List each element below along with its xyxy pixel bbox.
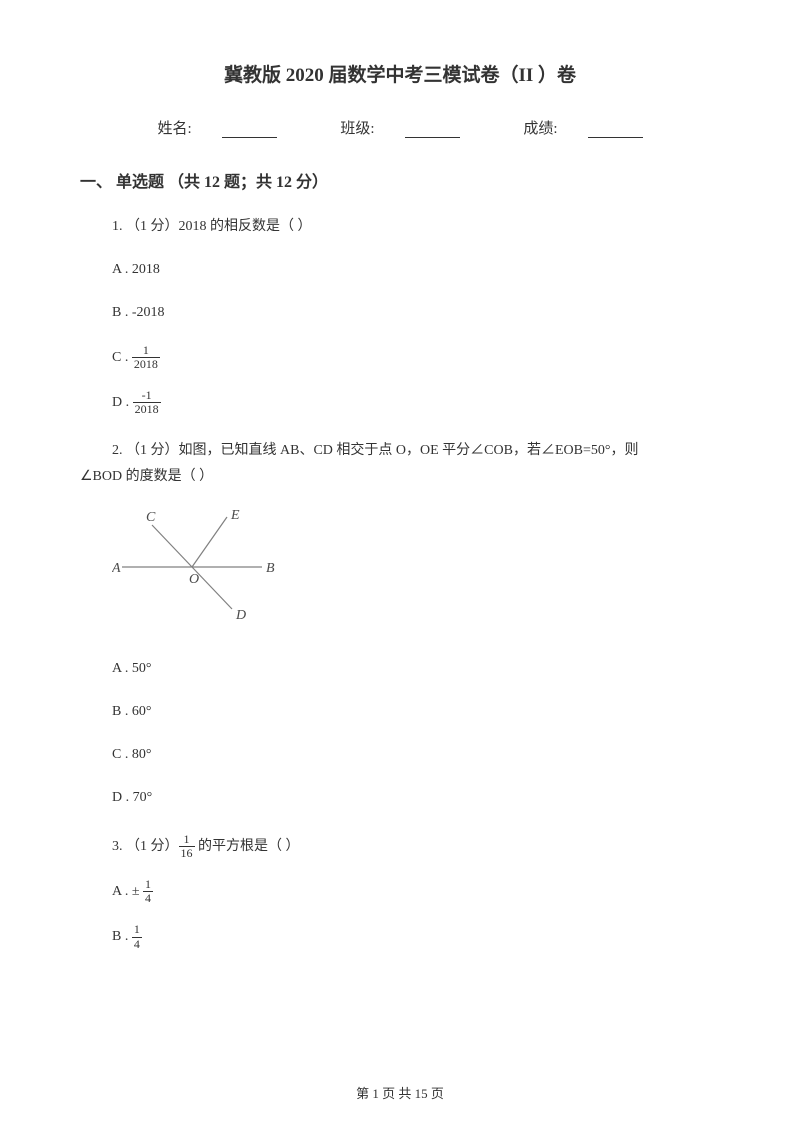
q2-option-b: B . 60°	[112, 699, 720, 724]
q2-text-line2: ∠BOD 的度数是（ ）	[80, 464, 720, 489]
q3-text: 3. （1 分）116 的平方根是（ ）	[112, 833, 720, 860]
svg-text:E: E	[230, 508, 240, 523]
q2-text: 2. （1 分）如图，已知直线 AB、CD 相交于点 O，OE 平分∠COB，若…	[80, 438, 720, 463]
student-info: 姓名: 班级: 成绩:	[80, 117, 720, 138]
page-footer: 第 1 页 共 15 页	[0, 1083, 800, 1102]
q1-option-b: B . -2018	[112, 300, 720, 325]
q1-option-a: A . 2018	[112, 257, 720, 282]
q3-option-a: A . ± 14	[112, 878, 720, 905]
q1-option-c: C . 12018	[112, 344, 720, 371]
q1-text: 1. （1 分）2018 的相反数是（ ）	[112, 214, 720, 239]
question-3: 3. （1 分）116 的平方根是（ ） A . ± 14 B . 14	[80, 833, 720, 951]
q2-diagram: A B C D E O	[80, 507, 720, 636]
question-2: 2. （1 分）如图，已知直线 AB、CD 相交于点 O，OE 平分∠COB，若…	[80, 438, 720, 810]
section-1-title: 一、 单选题 （共 12 题；共 12 分）	[80, 168, 720, 192]
svg-text:A: A	[112, 561, 121, 576]
class-label: 班级:	[325, 121, 474, 137]
q2-option-d: D . 70°	[112, 785, 720, 810]
svg-text:O: O	[189, 572, 199, 587]
svg-text:B: B	[266, 561, 275, 576]
q2-option-a: A . 50°	[112, 656, 720, 681]
svg-text:D: D	[235, 608, 246, 623]
svg-text:C: C	[146, 510, 156, 525]
q3-option-b: B . 14	[112, 923, 720, 950]
score-label: 成绩:	[508, 121, 657, 137]
question-1: 1. （1 分）2018 的相反数是（ ） A . 2018 B . -2018…	[80, 214, 720, 416]
exam-title: 冀教版 2020 届数学中考三模试卷（II ）卷	[80, 60, 720, 87]
geometry-figure: A B C D E O	[112, 507, 282, 627]
q1-option-d: D . -12018	[112, 389, 720, 416]
name-label: 姓名:	[142, 121, 291, 137]
q2-option-c: C . 80°	[112, 742, 720, 767]
